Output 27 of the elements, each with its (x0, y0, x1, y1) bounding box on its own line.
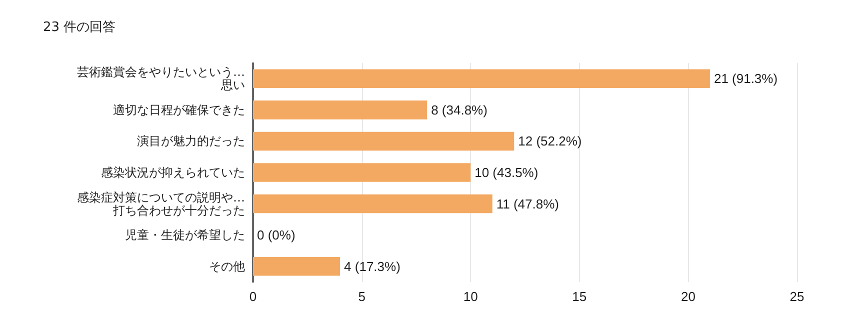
bar (253, 100, 428, 120)
bar (253, 163, 471, 182)
x-tick-label: 20 (680, 289, 696, 304)
y-tick-label: 適切な日程が確保できた (113, 102, 245, 117)
x-tick-label: 10 (463, 289, 478, 304)
data-label: 8 (34.8%) (431, 102, 488, 118)
y-tick-label: 感染状況が抑えられていた (101, 166, 245, 180)
bar (253, 194, 492, 214)
data-label: 12 (52.2%) (518, 134, 582, 149)
x-tick-label: 0 (249, 289, 257, 304)
y-tick-label: 芸術鑑賞会をやりたいという… 思い (77, 65, 245, 92)
y-tick-label: その他 (209, 259, 245, 274)
bar (253, 132, 514, 151)
data-label: 21 (91.3%) (714, 71, 778, 86)
data-label: 4 (17.3%) (344, 258, 400, 274)
y-tick-label: 演目が魅力的だった (137, 134, 245, 148)
bar (253, 256, 340, 276)
y-tick-label: 感染症対策についての説明や… 打ち合わせが十分だった (77, 190, 245, 218)
y-tick-label: 児童・生徒が希望した (125, 228, 245, 242)
data-label: 10 (43.5%) (474, 165, 538, 180)
x-tick-label: 25 (790, 289, 804, 304)
data-label: 11 (47.8%) (496, 196, 559, 212)
text: 23 件の回答 (43, 20, 116, 35)
data-label: 0 (0%) (257, 228, 296, 243)
x-tick-label: 15 (572, 289, 587, 304)
bar (253, 69, 710, 88)
x-tick-label: 5 (358, 289, 366, 304)
